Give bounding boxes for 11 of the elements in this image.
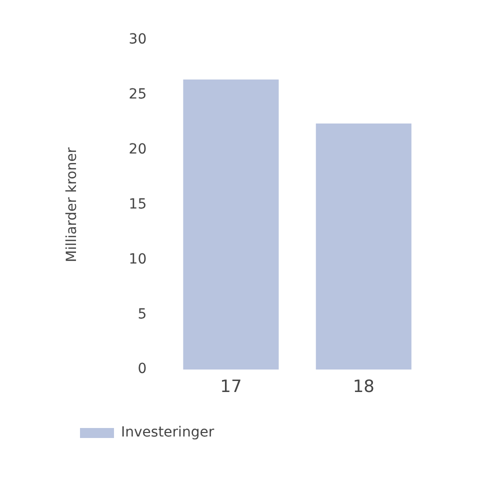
y-tick-label: 15 xyxy=(128,196,147,212)
x-tick-label: 17 xyxy=(220,377,242,398)
x-tick-label: 18 xyxy=(352,377,374,398)
y-tick-label: 10 xyxy=(128,251,147,268)
legend-label: Investeringer xyxy=(121,424,214,441)
y-tick-label: 20 xyxy=(128,142,147,158)
y-tick-label: 25 xyxy=(128,86,147,103)
y-tick-label: 5 xyxy=(138,306,147,322)
y-tick-label: 0 xyxy=(138,361,147,378)
y-axis-title: Milliarder kroner xyxy=(64,147,80,262)
y-tick-label: 30 xyxy=(128,32,147,48)
